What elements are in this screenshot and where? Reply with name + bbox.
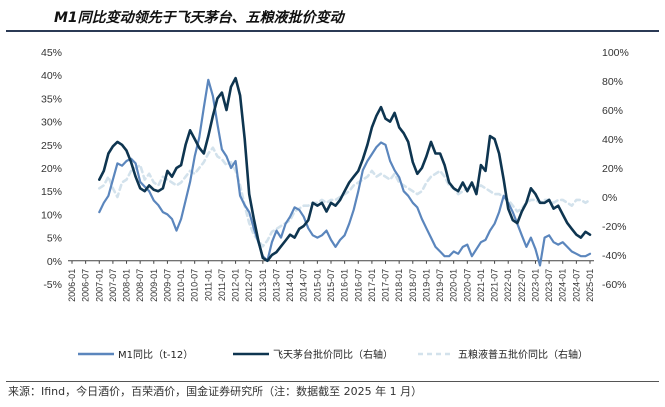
x-tick-label: 2023-07	[544, 269, 554, 302]
left-tick-label: 15%	[41, 186, 62, 198]
x-tick-label: 2022-01	[503, 269, 513, 302]
x-tick-label: 2019-07	[435, 269, 445, 302]
left-tick-label: 20%	[41, 163, 62, 175]
x-tick-label: 2013-07	[271, 269, 281, 302]
x-tick-label: 2007-07	[108, 269, 118, 302]
x-tick-label: 2009-01	[149, 269, 159, 302]
left-tick-label: 25%	[41, 140, 62, 152]
x-tick-label: 2016-07	[353, 269, 363, 302]
x-tick-label: 2015-07	[326, 269, 336, 302]
left-tick-label: 5%	[47, 233, 62, 245]
right-tick-label: 80%	[602, 76, 623, 88]
legend-label-maotai: 飞天茅台批价同比（右轴）	[273, 348, 393, 361]
x-tick-label: 2018-01	[394, 269, 404, 302]
legend-label-m1: M1同比（t-12）	[118, 349, 193, 361]
x-tick-label: 2010-07	[190, 269, 200, 302]
x-axis-ticks: 2006-01 2006-07 2007-01 2007-07 2008-01 2008-…	[67, 260, 595, 302]
x-tick-label: 2014-01	[285, 269, 295, 302]
x-tick-label: 2008-07	[135, 269, 145, 302]
x-tick-label: 2018-07	[408, 269, 418, 302]
x-tick-label: 2020-01	[449, 269, 459, 302]
legend-label-wuliangye: 五粮液普五批价同比（右轴）	[458, 348, 588, 361]
right-tick-label: 0%	[602, 192, 617, 204]
x-tick-label: 2010-01	[176, 269, 186, 302]
x-tick-label: 2016-01	[340, 269, 350, 302]
left-tick-label: 40%	[41, 70, 62, 82]
x-tick-label: 2021-01	[476, 269, 486, 302]
right-axis-ticks: 100% 80% 60% 40% 20% 0% -20% -40% -60%	[602, 47, 629, 291]
left-axis-ticks: 45% 40% 35% 30% 25% 20% 15% 10% 5% 0% -5%	[41, 47, 62, 291]
x-tick-label: 2020-07	[462, 269, 472, 302]
left-tick-label: 30%	[41, 117, 62, 129]
x-tick-label: 2024-01	[558, 269, 568, 302]
right-tick-label: 100%	[602, 47, 629, 59]
left-tick-label: 45%	[41, 47, 62, 59]
x-tick-label: 2008-01	[122, 269, 132, 302]
x-tick-label: 2015-01	[312, 269, 322, 302]
x-tick-label: 2009-07	[162, 269, 172, 302]
source-note: 来源：Ifind，今日酒价，百荣酒价，国金证券研究所（注：数据截至 2025 年…	[6, 381, 659, 403]
x-tick-label: 2011-01	[203, 269, 213, 301]
x-tick-label: 2011-07	[217, 269, 227, 301]
legend: M1同比（t-12） 飞天茅台批价同比（右轴） 五粮液普五批价同比（右轴）	[78, 348, 588, 361]
x-tick-label: 2017-07	[381, 269, 391, 302]
right-tick-label: 60%	[602, 105, 623, 117]
x-tick-label: 2006-07	[81, 269, 91, 302]
x-tick-label: 2017-01	[367, 269, 377, 302]
x-tick-label: 2014-07	[299, 269, 309, 302]
x-tick-label: 2019-01	[421, 269, 431, 302]
left-tick-label: 0%	[47, 256, 62, 268]
series-line-maotai	[98, 76, 592, 263]
x-tick-label: 2023-01	[530, 269, 540, 302]
x-tick-label: 2025-01	[585, 269, 595, 302]
left-tick-label: -5%	[43, 279, 62, 291]
x-tick-label: 2006-01	[67, 269, 77, 302]
x-tick-label: 2013-01	[258, 269, 268, 302]
right-tick-label: -40%	[602, 250, 627, 262]
left-tick-label: 10%	[41, 209, 62, 221]
left-tick-label: 35%	[41, 93, 62, 105]
right-tick-label: -60%	[602, 279, 627, 291]
right-tick-label: 40%	[602, 134, 623, 146]
series-line-wuliangye	[98, 146, 592, 248]
x-tick-label: 2024-07	[571, 269, 581, 302]
x-tick-label: 2021-07	[490, 269, 500, 302]
x-tick-label: 2022-07	[517, 269, 527, 302]
chart-title: M1同比变动领先于飞天茅台、五粮液批价变动	[6, 4, 659, 32]
x-tick-label: 2012-07	[244, 269, 254, 302]
x-tick-label: 2007-01	[94, 269, 104, 302]
chart: 45% 40% 35% 30% 25% 20% 15% 10% 5% 0% -5% 100% 80% 6…	[41, 47, 629, 361]
right-tick-label: 20%	[602, 163, 623, 175]
x-tick-label: 2012-01	[231, 269, 241, 302]
right-tick-label: -20%	[602, 221, 627, 233]
series-lines	[98, 76, 592, 267]
